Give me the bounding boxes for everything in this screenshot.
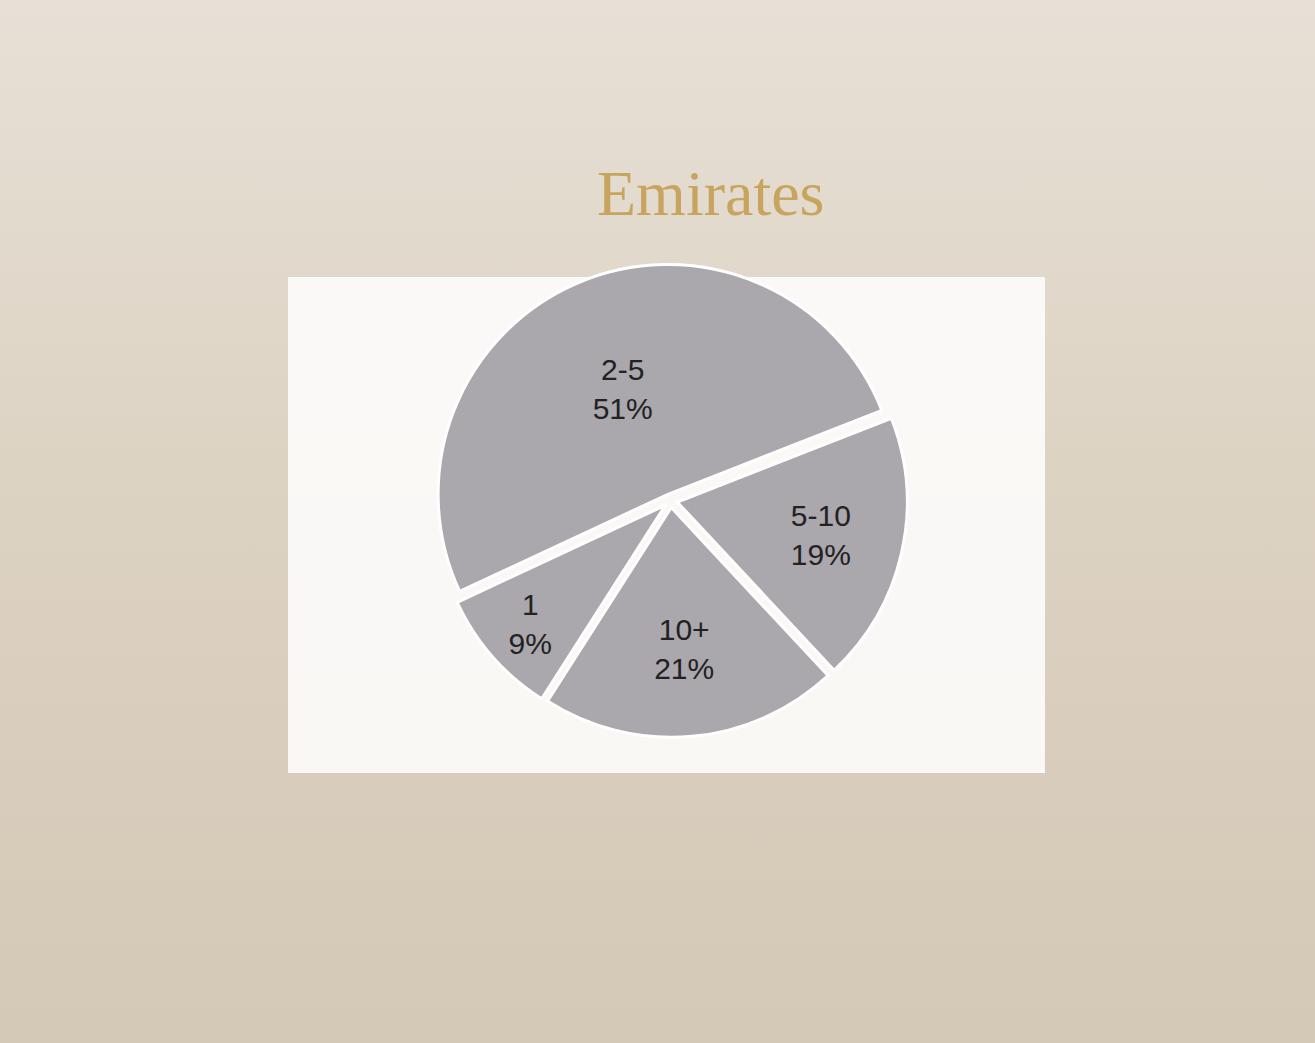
svg-text:5-1019%: 5-1019% [791, 499, 851, 571]
svg-text:19%: 19% [509, 588, 552, 660]
svg-text:Emirates: Emirates [597, 158, 824, 229]
svg-text:10+21%: 10+21% [654, 613, 714, 685]
svg-text:2-551%: 2-551% [593, 353, 653, 425]
